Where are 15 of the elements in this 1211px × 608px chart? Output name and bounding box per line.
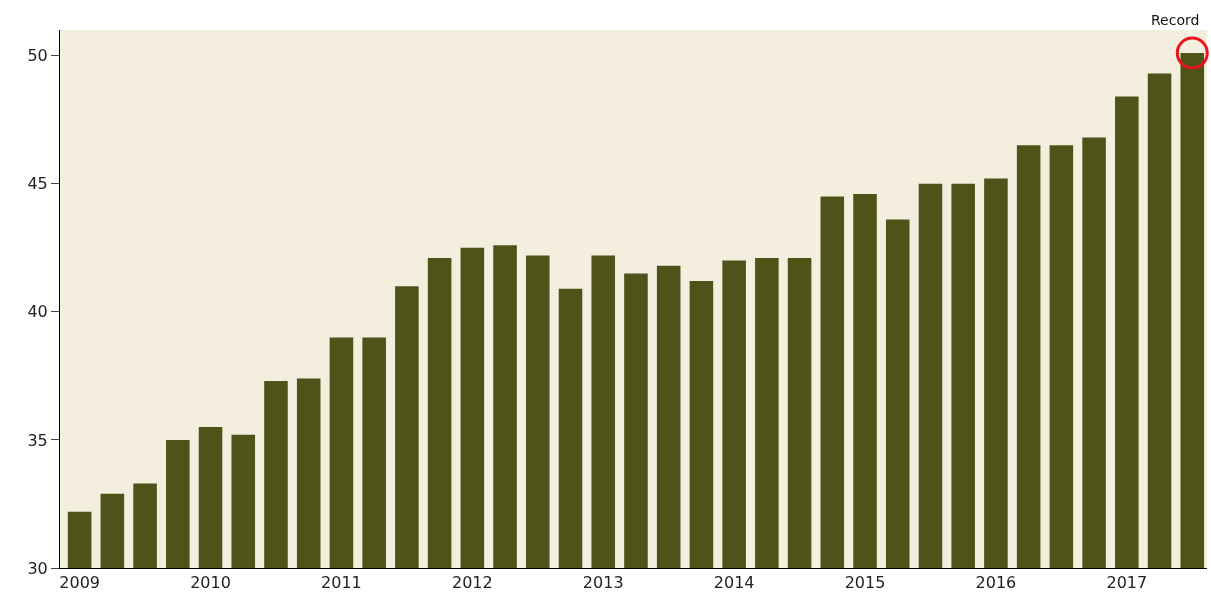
y-tick-label: 30 bbox=[27, 558, 48, 578]
x-tick-label: 2014 bbox=[713, 573, 755, 593]
x-tick-label: 2016 bbox=[975, 573, 1017, 593]
x-tick-label: 2015 bbox=[844, 573, 886, 593]
x-tick-label: 2012 bbox=[451, 573, 493, 593]
y-tick-label: 50 bbox=[27, 46, 48, 66]
y-tick-label: 40 bbox=[27, 302, 48, 322]
y-tick-label: 45 bbox=[27, 174, 48, 194]
x-tick-label: 2017 bbox=[1106, 573, 1148, 593]
x-tick-label: 2013 bbox=[582, 573, 624, 593]
x-tick-label: 2011 bbox=[321, 573, 362, 593]
x-tick-label: 2009 bbox=[59, 573, 100, 593]
text: Record bbox=[1151, 12, 1200, 28]
x-tick-label: 2010 bbox=[190, 573, 231, 593]
y-tick-label: 35 bbox=[27, 430, 48, 450]
